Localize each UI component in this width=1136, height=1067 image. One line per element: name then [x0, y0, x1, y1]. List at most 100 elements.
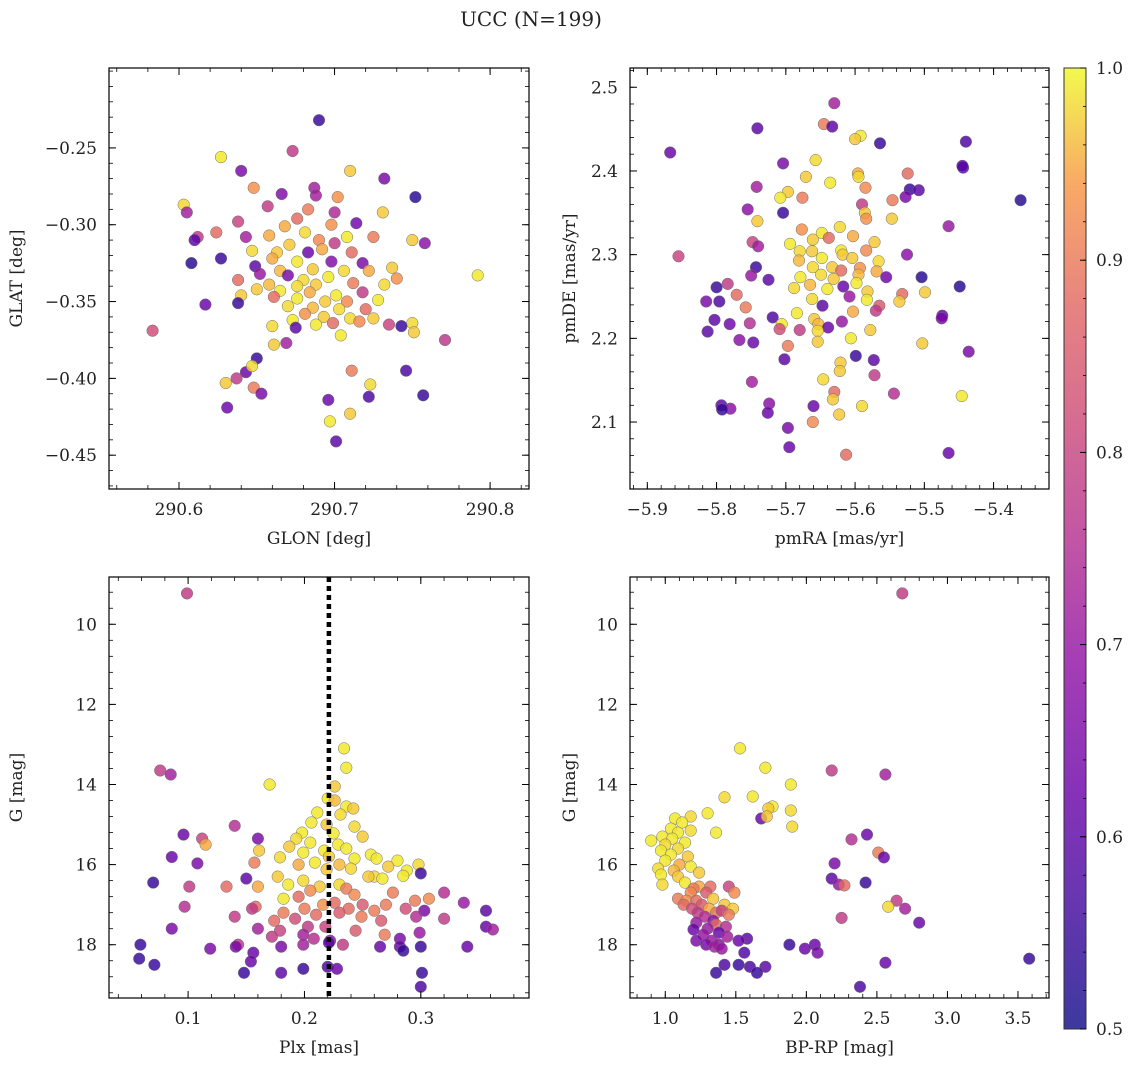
- scatter-point: [309, 318, 322, 331]
- y-tick-label: 18: [75, 936, 97, 956]
- scatter-point: [333, 303, 346, 316]
- scatter-point: [347, 802, 360, 815]
- scatter-point: [230, 372, 243, 385]
- scatter-point: [733, 742, 747, 755]
- scatter-point: [795, 223, 808, 236]
- scatter-point: [148, 958, 161, 971]
- scatter-point: [828, 97, 841, 110]
- scatter-point: [367, 230, 380, 244]
- scatter-point: [860, 212, 873, 225]
- y-tick-label: 2.2: [591, 329, 618, 349]
- scatter-point: [461, 940, 474, 953]
- scatter-point: [253, 267, 266, 280]
- scatter-point: [147, 876, 160, 889]
- scatter-point: [672, 250, 685, 263]
- scatter-point: [833, 408, 846, 421]
- scatter-point: [330, 289, 343, 302]
- scatter-point: [267, 290, 280, 303]
- scatter-point: [723, 318, 736, 331]
- x-tick-label: −5.8: [696, 500, 737, 520]
- scatter-point: [781, 421, 794, 434]
- scatter-point: [408, 894, 422, 907]
- scatter-point: [228, 910, 241, 923]
- scatter-point: [838, 879, 851, 892]
- scatter-point: [415, 966, 429, 979]
- scatter-point: [784, 804, 797, 817]
- scatter-point: [322, 393, 335, 406]
- scatter-point: [330, 962, 344, 975]
- scatter-point: [180, 206, 193, 219]
- scatter-point: [303, 286, 316, 299]
- scatter-point: [414, 867, 427, 880]
- scatter-point: [730, 288, 743, 301]
- scatter-point: [340, 882, 353, 895]
- scatter-point: [328, 237, 341, 250]
- y-axis-label: GLAT [deg]: [7, 229, 27, 327]
- scatter-point: [1023, 952, 1036, 965]
- scatter-point: [708, 313, 721, 326]
- scatter-point: [773, 323, 786, 336]
- scatter-point: [185, 257, 198, 270]
- scatter-point: [374, 940, 387, 953]
- y-tick-label: −0.35: [45, 293, 97, 313]
- scatter-point: [265, 930, 278, 943]
- scatter-point: [204, 942, 217, 955]
- scatter-point: [199, 838, 212, 851]
- scatter-point: [828, 857, 841, 870]
- scatter-point: [962, 345, 975, 358]
- scatter-point: [336, 938, 349, 951]
- scatter-point: [935, 312, 948, 325]
- scatter-point: [340, 761, 353, 774]
- scatter-point: [283, 840, 296, 853]
- scatter-point: [710, 966, 723, 979]
- x-tick-label: 2.0: [793, 1009, 820, 1029]
- scatter-point: [747, 336, 760, 349]
- scatter-point: [319, 295, 332, 308]
- parallax-magnitude-scatter-panel: 0.1 0.2 0.3 10 12 14 16 18 Plx [mas] G [mag]: [7, 576, 530, 1058]
- scatter-point: [289, 321, 302, 334]
- scatter-point: [761, 406, 774, 419]
- scatter-point: [833, 220, 846, 234]
- scatter-point: [806, 261, 819, 274]
- scatter-point: [334, 329, 347, 342]
- scatter-point: [261, 200, 274, 213]
- scatter-point: [844, 332, 857, 345]
- scatter-point: [872, 255, 885, 268]
- scatter-point: [721, 277, 734, 290]
- scatter-point: [852, 170, 865, 183]
- scatter-point: [870, 265, 883, 278]
- scatter-point: [330, 435, 343, 448]
- scatter-point: [391, 854, 404, 867]
- scatter-point: [743, 317, 756, 330]
- scatter-point: [267, 338, 280, 351]
- scatter-point: [827, 272, 840, 285]
- scatter-point: [849, 349, 862, 362]
- scatter-point: [654, 868, 668, 881]
- scatter-point: [786, 820, 799, 833]
- scatter-point: [372, 293, 385, 307]
- y-tick-label: −0.45: [45, 446, 97, 466]
- scatter-point: [718, 958, 731, 971]
- scatter-point: [722, 908, 735, 921]
- scatter-point: [778, 353, 791, 366]
- scatter-point: [298, 307, 312, 320]
- scatter-point: [311, 806, 324, 819]
- scatter-point: [684, 824, 697, 837]
- scatter-point: [219, 376, 232, 390]
- scatter-point: [362, 870, 375, 883]
- scatter-point: [877, 851, 890, 864]
- scatter-point: [859, 876, 872, 889]
- x-tick-label: 3.5: [1004, 1009, 1031, 1029]
- scatter-point: [422, 892, 435, 905]
- scatter-point: [356, 286, 369, 299]
- scatter-point: [821, 282, 834, 296]
- scatter-point: [792, 254, 806, 267]
- scatter-point: [281, 300, 294, 313]
- scatter-point: [710, 281, 723, 294]
- scatter-point: [745, 375, 758, 388]
- scatter-point: [959, 135, 972, 148]
- scatter-point: [251, 832, 264, 845]
- y-tick-label: 16: [596, 856, 618, 876]
- scatter-point: [312, 114, 326, 127]
- scatter-point: [275, 966, 288, 979]
